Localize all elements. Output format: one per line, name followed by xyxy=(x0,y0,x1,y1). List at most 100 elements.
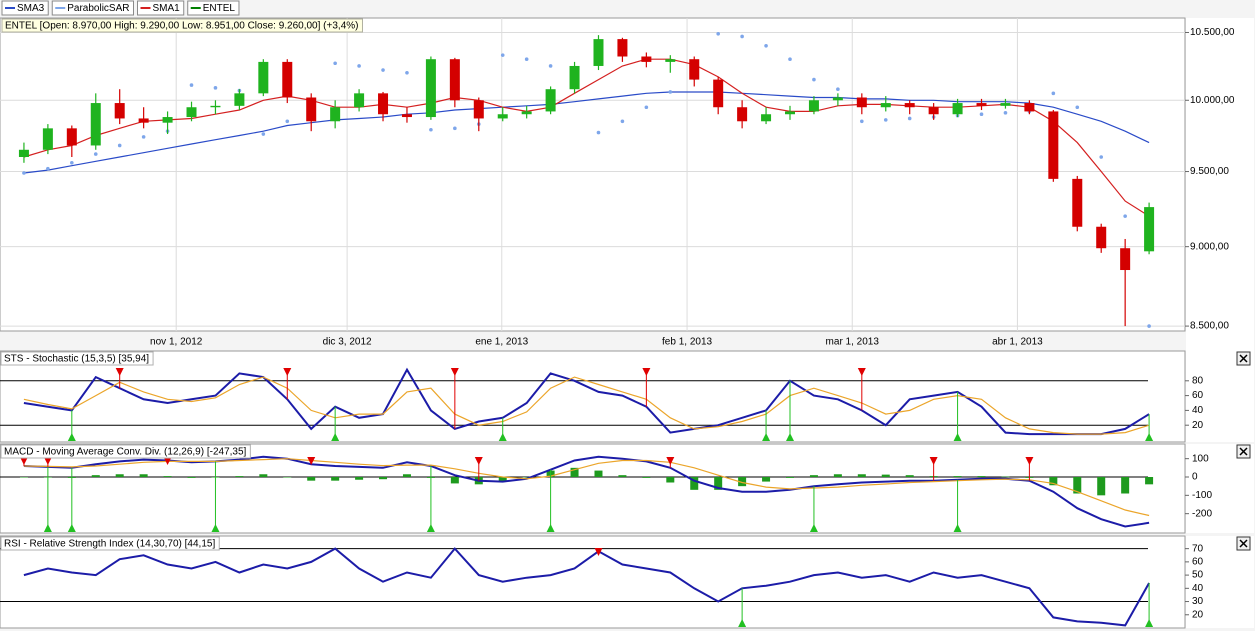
sar-dot xyxy=(213,86,218,90)
sar-dot xyxy=(1003,111,1008,115)
sar-dot xyxy=(285,119,290,124)
histogram-bar xyxy=(1073,477,1082,494)
y-tick-label: 9.500,00 xyxy=(1190,166,1229,177)
close-icon[interactable] xyxy=(1239,447,1248,456)
candle-body xyxy=(1096,226,1107,249)
sar-dot xyxy=(381,68,385,72)
histogram-bar xyxy=(786,477,794,478)
y-tick-label: 40 xyxy=(1192,583,1204,594)
y-tick-label: 0 xyxy=(1192,472,1198,483)
sar-dot xyxy=(189,83,194,87)
candle-body xyxy=(162,117,173,123)
sar-dot xyxy=(93,152,98,156)
y-tick-label: 50 xyxy=(1192,570,1204,581)
sar-dot xyxy=(261,132,266,136)
y-tick-label: 40 xyxy=(1192,405,1204,416)
histogram-bar xyxy=(1097,477,1106,496)
candle-body xyxy=(138,118,149,123)
histogram-bar xyxy=(762,477,771,482)
y-tick-label: 60 xyxy=(1192,557,1204,568)
sell-signal xyxy=(283,368,292,376)
sar-dot xyxy=(117,143,122,148)
candle-body xyxy=(521,111,532,115)
sell-signal xyxy=(642,368,651,376)
sar-dot xyxy=(907,116,912,121)
histogram-bar xyxy=(139,474,148,477)
candle-body xyxy=(928,107,939,115)
candle-body xyxy=(1120,248,1131,271)
buy-signal xyxy=(426,524,435,532)
candle-body xyxy=(1144,207,1155,252)
candle-body xyxy=(330,107,341,122)
histogram-bar xyxy=(905,475,914,477)
histogram-bar xyxy=(1121,477,1130,494)
candle-body xyxy=(545,89,556,112)
close-icon[interactable] xyxy=(1239,354,1248,363)
candle-body xyxy=(210,105,221,108)
y-tick-label: 60 xyxy=(1192,390,1204,401)
sell-signal xyxy=(19,457,28,465)
histogram-bar xyxy=(642,477,651,478)
histogram-bar xyxy=(283,477,292,478)
sar-dot xyxy=(620,119,625,124)
y-tick-label: 8.500,00 xyxy=(1190,321,1229,332)
sar-dot xyxy=(500,53,505,57)
candle-body xyxy=(1072,178,1083,227)
sell-signal xyxy=(163,457,172,465)
candle-body xyxy=(18,149,29,157)
series-line xyxy=(23,458,1150,517)
panel-area xyxy=(0,350,1186,443)
sar-dot xyxy=(22,171,26,175)
candle-body xyxy=(497,114,508,119)
candle-body xyxy=(1000,103,1011,106)
histogram-bar xyxy=(666,477,675,483)
sar-dot xyxy=(548,64,553,68)
y-tick-label: -200 xyxy=(1192,508,1212,519)
buy-signal xyxy=(953,524,962,532)
sar-dot xyxy=(1147,324,1151,328)
candle-body xyxy=(258,61,269,94)
y-tick-label: 20 xyxy=(1192,420,1204,431)
histogram-bar xyxy=(355,477,364,480)
panel-title: RSI - Relative Strength Index (14,30,70)… xyxy=(4,539,215,550)
buy-signal xyxy=(1145,433,1154,441)
buy-signal xyxy=(43,524,52,532)
y-tick-label: 9.000,00 xyxy=(1190,241,1229,252)
candle-body xyxy=(952,103,963,115)
sar-dot xyxy=(1099,155,1104,159)
series-line xyxy=(23,547,1150,627)
candle-body xyxy=(737,107,748,122)
legend-box xyxy=(137,0,185,16)
histogram-bar xyxy=(331,477,340,481)
sar-dot xyxy=(716,32,720,36)
sar-dot xyxy=(333,61,337,66)
sar-dot xyxy=(644,105,649,110)
buy-signal xyxy=(809,524,818,532)
sar-dot xyxy=(860,119,864,124)
sar-dot xyxy=(740,34,744,39)
candle-body xyxy=(880,103,891,108)
sell-signal xyxy=(857,368,866,376)
close-icon[interactable] xyxy=(1239,539,1248,548)
candle-body xyxy=(976,103,987,106)
panel-title-box xyxy=(0,444,251,459)
candle-body xyxy=(904,103,915,108)
buy-signal xyxy=(1145,619,1154,627)
legend-box xyxy=(187,0,240,16)
sar-dot xyxy=(836,87,840,92)
legend-label: SMA1 xyxy=(153,3,181,14)
buy-signal xyxy=(546,524,555,532)
candle-body xyxy=(832,97,843,101)
sar-dot xyxy=(405,70,409,75)
histogram-bar xyxy=(594,470,603,477)
legend-label: ParabolicSAR xyxy=(67,3,129,14)
histogram-bar xyxy=(115,474,124,477)
sar-dot xyxy=(70,160,74,165)
histogram-bar xyxy=(498,477,507,482)
x-tick-label: mar 1, 2013 xyxy=(826,337,880,348)
sell-signal xyxy=(594,548,603,556)
y-tick-label: 100 xyxy=(1192,453,1209,464)
x-tick-label: abr 1, 2013 xyxy=(992,337,1043,348)
candle-body xyxy=(90,103,101,146)
